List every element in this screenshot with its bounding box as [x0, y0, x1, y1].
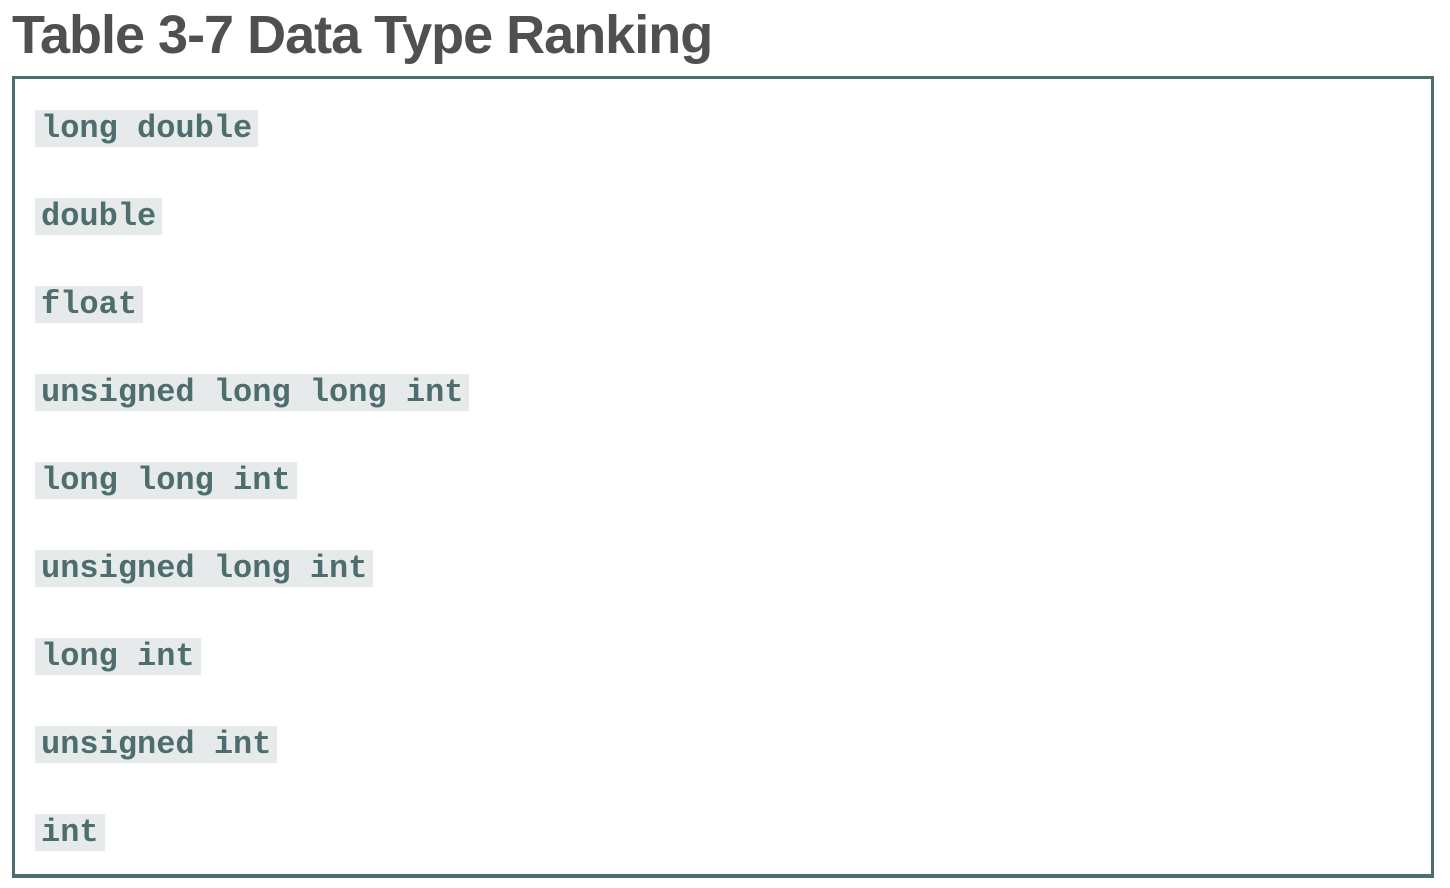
table-row: int: [35, 814, 1411, 888]
type-long-int: long int: [35, 638, 201, 675]
type-ranking-list: long double double float unsigned long l…: [35, 110, 1411, 888]
type-double: double: [35, 198, 163, 235]
type-unsigned-long-int: unsigned long int: [35, 550, 374, 587]
table-row: long long int: [35, 462, 1411, 550]
table-row: unsigned long long int: [35, 374, 1411, 462]
type-unsigned-int: unsigned int: [35, 726, 278, 763]
data-type-ranking-table: long double double float unsigned long l…: [12, 76, 1434, 878]
table-row: double: [35, 198, 1411, 286]
type-unsigned-long-long-int: unsigned long long int: [35, 374, 470, 411]
type-int: int: [35, 814, 105, 851]
table-caption: Table 3-7 Data Type Ranking: [12, 5, 713, 65]
table-row: unsigned long int: [35, 550, 1411, 638]
table-row: long int: [35, 638, 1411, 726]
table-row: float: [35, 286, 1411, 374]
type-float: float: [35, 286, 144, 323]
type-long-long-int: long long int: [35, 462, 297, 499]
table-row: long double: [35, 110, 1411, 198]
table-row: unsigned int: [35, 726, 1411, 814]
type-long-double: long double: [35, 110, 259, 147]
